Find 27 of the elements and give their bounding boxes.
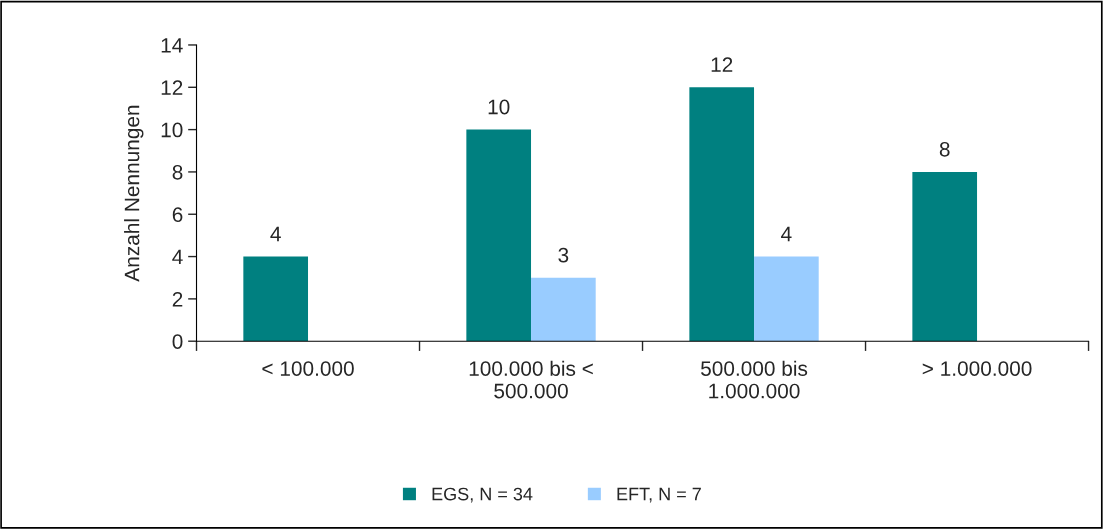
- y-tick-label: 6: [172, 207, 183, 222]
- bar: [689, 87, 755, 342]
- y-tick-label: 0: [172, 334, 183, 349]
- x-tick-label: 100.000 bis < 500.000: [469, 360, 593, 399]
- data-label: 4: [781, 226, 792, 242]
- data-label: 8: [939, 141, 950, 157]
- y-tick-label: 10: [161, 122, 183, 138]
- bar: [912, 171, 978, 342]
- bar: [243, 256, 309, 342]
- x-tick-label: 500.000 bis 1.000.000: [701, 360, 808, 399]
- bar: [531, 277, 596, 342]
- y-tick-label: 14: [161, 38, 183, 53]
- data-label: 10: [488, 99, 510, 115]
- legend-label: EGS, N = 34: [432, 487, 533, 503]
- y-tick-label: 8: [172, 164, 183, 180]
- data-label: 4: [270, 226, 281, 242]
- data-label: 3: [558, 247, 569, 263]
- legend-label: EFT, N = 7: [617, 487, 701, 503]
- y-tick-label: 12: [161, 80, 183, 95]
- bar: [754, 256, 819, 342]
- x-tick-label: < 100.000: [262, 361, 354, 376]
- bar: [466, 129, 532, 342]
- data-label: 12: [711, 57, 733, 72]
- y-axis-title: Anzahl Nennungen: [124, 105, 144, 282]
- y-tick-label: 4: [172, 249, 183, 265]
- y-tick-label: 2: [172, 291, 183, 307]
- x-tick-label: > 1.000.000: [922, 361, 1032, 376]
